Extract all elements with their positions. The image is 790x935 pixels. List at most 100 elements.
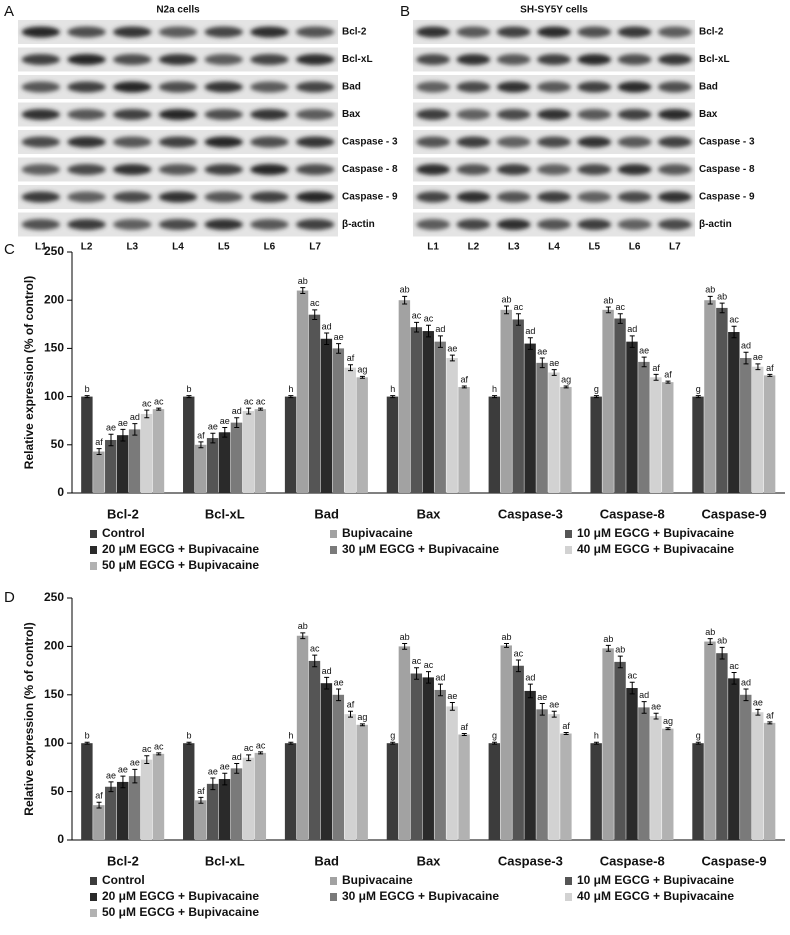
error-bar xyxy=(144,409,150,419)
significance-label: af xyxy=(664,370,672,380)
bar xyxy=(650,716,662,840)
bar xyxy=(93,451,105,493)
significance-label: ab xyxy=(298,621,308,631)
blot-band xyxy=(456,164,491,175)
significance-label: ac xyxy=(514,648,524,658)
significance-label: ae xyxy=(334,332,344,342)
bar xyxy=(524,690,536,840)
blot-band xyxy=(158,191,198,203)
blot-band xyxy=(577,164,612,175)
significance-label: ae xyxy=(753,352,763,362)
row-label: Bcl-2 xyxy=(699,27,724,38)
blot-band xyxy=(67,136,106,148)
bar xyxy=(650,377,662,493)
significance-label: b xyxy=(186,384,191,394)
significance-label: af xyxy=(95,791,103,801)
bar xyxy=(183,396,195,493)
significance-label: b xyxy=(186,731,191,741)
significance-label: ac xyxy=(729,661,739,671)
legend-swatch xyxy=(330,530,337,538)
significance-label: ab xyxy=(717,291,727,301)
blot-band xyxy=(204,26,243,38)
error-bar xyxy=(84,741,90,745)
bar xyxy=(386,743,399,840)
bar xyxy=(638,707,650,840)
blot-band xyxy=(537,136,571,148)
significance-label: ag xyxy=(561,374,571,384)
error-bar xyxy=(324,332,330,346)
bar xyxy=(218,779,231,840)
blot-band xyxy=(250,164,289,175)
blot-band xyxy=(113,191,152,203)
bar xyxy=(296,290,309,493)
blot-band xyxy=(158,219,198,230)
blot-band xyxy=(456,81,491,93)
blot-band xyxy=(537,191,571,203)
error-bar xyxy=(563,385,569,389)
x-tick-label: Caspase-3 xyxy=(498,506,563,521)
row-label: β-actin xyxy=(342,219,375,230)
blot-band xyxy=(295,81,335,93)
legend-label: Bupivacaine xyxy=(342,873,413,887)
bar xyxy=(716,307,728,493)
significance-label: ad xyxy=(741,677,751,687)
significance-label: ae xyxy=(208,766,218,776)
significance-label: af xyxy=(652,363,660,373)
blot-band xyxy=(657,164,692,175)
bar xyxy=(410,327,423,493)
error-bar xyxy=(300,632,306,640)
x-tick-label: Bcl-2 xyxy=(107,506,139,521)
significance-label: ac xyxy=(412,656,422,666)
bar xyxy=(434,689,446,840)
error-bar xyxy=(414,667,420,680)
blot-band xyxy=(204,81,243,93)
row-label: β-actin xyxy=(699,219,732,230)
blot-band xyxy=(158,109,198,120)
error-bar xyxy=(437,335,443,348)
blot-band xyxy=(456,219,491,230)
significance-label: af xyxy=(766,363,774,373)
blot-band xyxy=(21,191,61,203)
significance-label: ae xyxy=(118,418,128,428)
blot-band xyxy=(158,81,198,93)
bar xyxy=(140,759,153,840)
lane-label: L7 xyxy=(309,242,321,253)
error-bar xyxy=(258,751,264,755)
bar xyxy=(638,361,650,493)
legend-swatch xyxy=(565,877,572,885)
bar xyxy=(284,396,297,493)
error-bar xyxy=(617,313,623,324)
bar xyxy=(662,382,674,493)
significance-label: ae xyxy=(639,345,649,355)
bar xyxy=(422,677,434,840)
error-bar xyxy=(132,423,138,436)
lane-label: L4 xyxy=(172,242,184,253)
blot-band xyxy=(496,26,531,38)
y-axis-title: Relative expression (% of control) xyxy=(22,622,36,815)
significance-label: ad xyxy=(525,673,535,683)
blot-band xyxy=(657,191,692,203)
error-bar xyxy=(563,732,569,735)
bar xyxy=(716,653,728,840)
blot-band xyxy=(496,109,531,120)
significance-label: ad xyxy=(627,324,637,334)
bar xyxy=(626,341,638,493)
error-bar xyxy=(707,295,713,305)
bar xyxy=(152,753,165,840)
error-bar xyxy=(324,676,330,690)
error-bar xyxy=(426,671,431,684)
error-bar xyxy=(743,688,749,702)
significance-label: g xyxy=(696,731,701,741)
bar xyxy=(692,396,704,493)
bar xyxy=(740,694,752,840)
blot-band xyxy=(113,81,152,93)
error-bar xyxy=(300,287,306,294)
blot-band xyxy=(204,191,243,203)
row-label: Caspase - 9 xyxy=(699,192,755,203)
error-bar xyxy=(695,395,701,399)
legend-label: 40 μM EGCG + Bupivacaine xyxy=(577,542,734,556)
row-label: Caspase - 8 xyxy=(342,164,398,175)
bar xyxy=(116,435,129,493)
significance-label: ad xyxy=(322,666,332,676)
blot-band xyxy=(295,191,335,203)
